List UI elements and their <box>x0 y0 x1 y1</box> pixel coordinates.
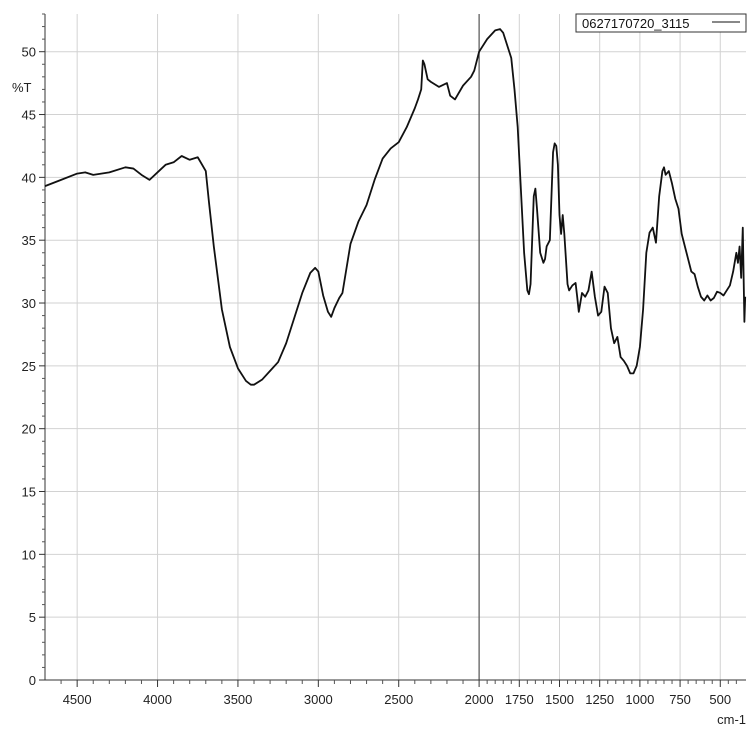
x-tick-label: 1750 <box>505 692 534 707</box>
tick-labels: 0 5 10 15 20 25 30 35 40 45 50 4500 4000 3500 3000 2500… <box>22 45 732 707</box>
y-tick-label: 10 <box>22 547 36 562</box>
series-line-0 <box>44 28 747 386</box>
x-tick-label: 750 <box>669 692 691 707</box>
y-tick-label: 25 <box>22 359 36 374</box>
x-tick-label: 2500 <box>384 692 413 707</box>
y-tick-label: 0 <box>29 673 36 688</box>
x-tick-label: 1250 <box>585 692 614 707</box>
y-tick-label: 40 <box>22 170 36 185</box>
x-tick-label: 4500 <box>63 692 92 707</box>
y-tick-label: 45 <box>22 108 36 123</box>
legend-box <box>575 13 747 33</box>
x-axis-label: cm-1 <box>717 712 746 727</box>
y-tick-label: 50 <box>22 45 36 60</box>
x-tick-label: 3000 <box>304 692 333 707</box>
x-tick-label: 2000 <box>465 692 494 707</box>
series-layer <box>44 28 747 386</box>
x-tick-label: 3500 <box>223 692 252 707</box>
y-tick-label: 5 <box>29 610 36 625</box>
legend-entry-label: 0627170720_3115 <box>582 16 690 31</box>
y-axis-label: %T <box>12 80 32 95</box>
y-tick-label: 30 <box>22 296 36 311</box>
minor-ticks <box>42 13 737 684</box>
x-tick-label: 4000 <box>143 692 172 707</box>
grid-lines <box>45 14 746 681</box>
y-tick-label: 15 <box>22 485 36 500</box>
y-tick-label: 35 <box>22 233 36 248</box>
y-tick-label: 20 <box>22 422 36 437</box>
legend: 0627170720_3115 <box>575 13 747 33</box>
x-tick-label: 500 <box>709 692 731 707</box>
x-tick-label: 1500 <box>545 692 574 707</box>
x-tick-label: 1000 <box>625 692 654 707</box>
axes <box>39 14 746 687</box>
